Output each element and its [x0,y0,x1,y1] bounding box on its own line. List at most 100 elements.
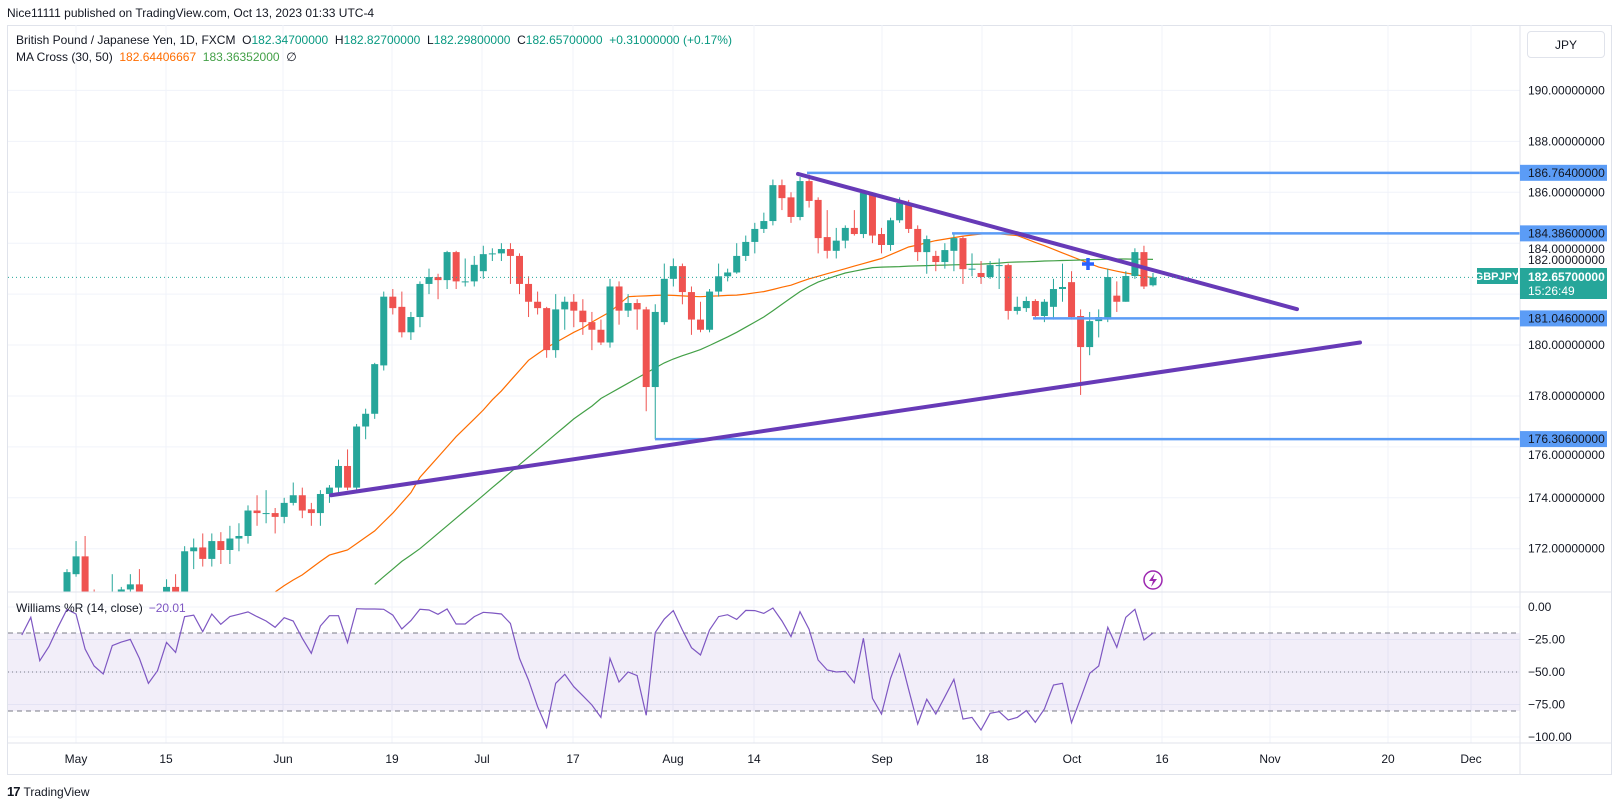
williams-levels [8,632,1520,712]
candle-body [896,202,904,221]
level-price-label: 186.76400000 [1528,166,1605,180]
candle-body [253,510,261,514]
ma-title: MA Cross (30, 50) [16,50,113,64]
candle-body [724,272,732,277]
candle-body [353,426,361,488]
williams-r-line [21,607,1154,732]
level-price-badge [1520,164,1607,181]
moving-averages [274,232,1154,592]
candle-body [579,310,587,323]
candle-body [1031,300,1039,317]
candle-body [905,202,913,229]
candle-body [796,181,804,217]
candle-body [570,301,578,311]
candle-body [959,238,967,270]
candle-body [733,255,741,273]
publisher-line: Nice11111 published on TradingView.com, … [7,6,375,20]
candle-body [543,308,551,351]
candle-body [760,221,768,229]
candle-body [461,281,469,283]
candle-body [823,237,831,251]
ma-legend[interactable]: MA Cross (30, 50) 182.64406667 183.36352… [16,50,297,64]
candle-body [769,185,777,222]
candle-body [950,238,958,251]
candle-body [126,584,134,590]
candle-body [778,185,786,199]
candle-body [751,228,759,242]
candle-body [552,309,560,351]
price-tick-label: 180.00000000 [1528,338,1605,352]
candle-body [615,286,623,311]
footer-brand[interactable]: 17 TradingView [7,784,90,799]
candle-body [407,317,415,333]
candle-body [497,249,505,254]
open-value: 182.34700000 [251,33,329,47]
level-price-label: 184.38600000 [1528,226,1605,240]
candle-body [814,199,822,239]
ma50-value: 183.36352000 [202,50,280,64]
candle-body [208,541,216,559]
time-axis[interactable]: May 15 Jun 19 Jul 17 Aug 14 Sep 18 Oct 16 Nov 20 Dec [65,752,1482,766]
candle-body [642,309,650,388]
candle-body [425,277,433,284]
price-tick-label: 174.00000000 [1528,491,1605,505]
candle-body [868,193,876,236]
low-label: L [427,33,434,47]
candle-body [1040,301,1048,317]
price-tick-label: 190.00000000 [1528,83,1605,97]
williams-title: Williams %R (14, close) [16,601,143,615]
williams-axis[interactable]: 0.00 −25.00 −50.00 −75.00 −100.00 [1528,600,1572,744]
candle-body [262,513,270,515]
candle-body [344,465,352,488]
candle-body [1122,276,1130,302]
price-tick-label: 176.00000000 [1528,448,1605,462]
open-label: O [242,33,252,47]
candle-body [914,228,922,253]
level-price-badge [1520,310,1607,327]
time-tick-label: Jul [474,752,489,766]
candle-body [316,493,324,514]
level-price-label: 176.30600000 [1528,432,1605,446]
price-axis[interactable]: 190.00000000 188.00000000 186.00000000 184.… [1528,83,1605,555]
candle-body [389,296,397,309]
lightning-icon[interactable] [1143,570,1163,590]
candle-body [289,495,297,503]
candle-body [986,265,994,278]
time-tick-label: 17 [566,752,580,766]
ma30-line [274,232,1154,592]
candles [63,174,1157,592]
candle-body [1004,265,1012,311]
candle-body [706,291,714,330]
time-tick-label: Dec [1460,752,1481,766]
candle-body [651,311,659,388]
williams-tick-label: 0.00 [1528,600,1552,614]
chart-frame [7,25,1612,775]
candle-body [479,254,487,272]
candle-body [226,538,234,550]
brand-text: TradingView [23,784,90,799]
countdown-timer: 15:26:49 [1528,284,1575,298]
candle-body [190,547,198,552]
candle-body [362,413,370,427]
candle-body [325,487,333,494]
level-price-label: 181.04600000 [1528,311,1605,325]
williams-tick-label: −25.00 [1528,633,1565,647]
williams-legend[interactable]: Williams %R (14, close) −20.01 [16,601,186,615]
time-tick-label: Jun [273,752,292,766]
candle-body [932,255,940,263]
time-tick-label: 16 [1155,752,1169,766]
trendline [796,171,1299,312]
candle-body [1049,289,1057,307]
price-tick-label: 182.00000000 [1528,253,1605,267]
candle-body [633,303,641,310]
williams-value: −20.01 [148,601,186,615]
candle-body [859,193,867,235]
candle-body [135,584,143,592]
candle-body [506,249,514,256]
candle-body [1013,306,1021,311]
candle-body [117,589,125,592]
currency-button[interactable]: JPY [1527,31,1605,58]
candle-body [298,495,306,511]
time-tick-label: May [65,752,88,766]
